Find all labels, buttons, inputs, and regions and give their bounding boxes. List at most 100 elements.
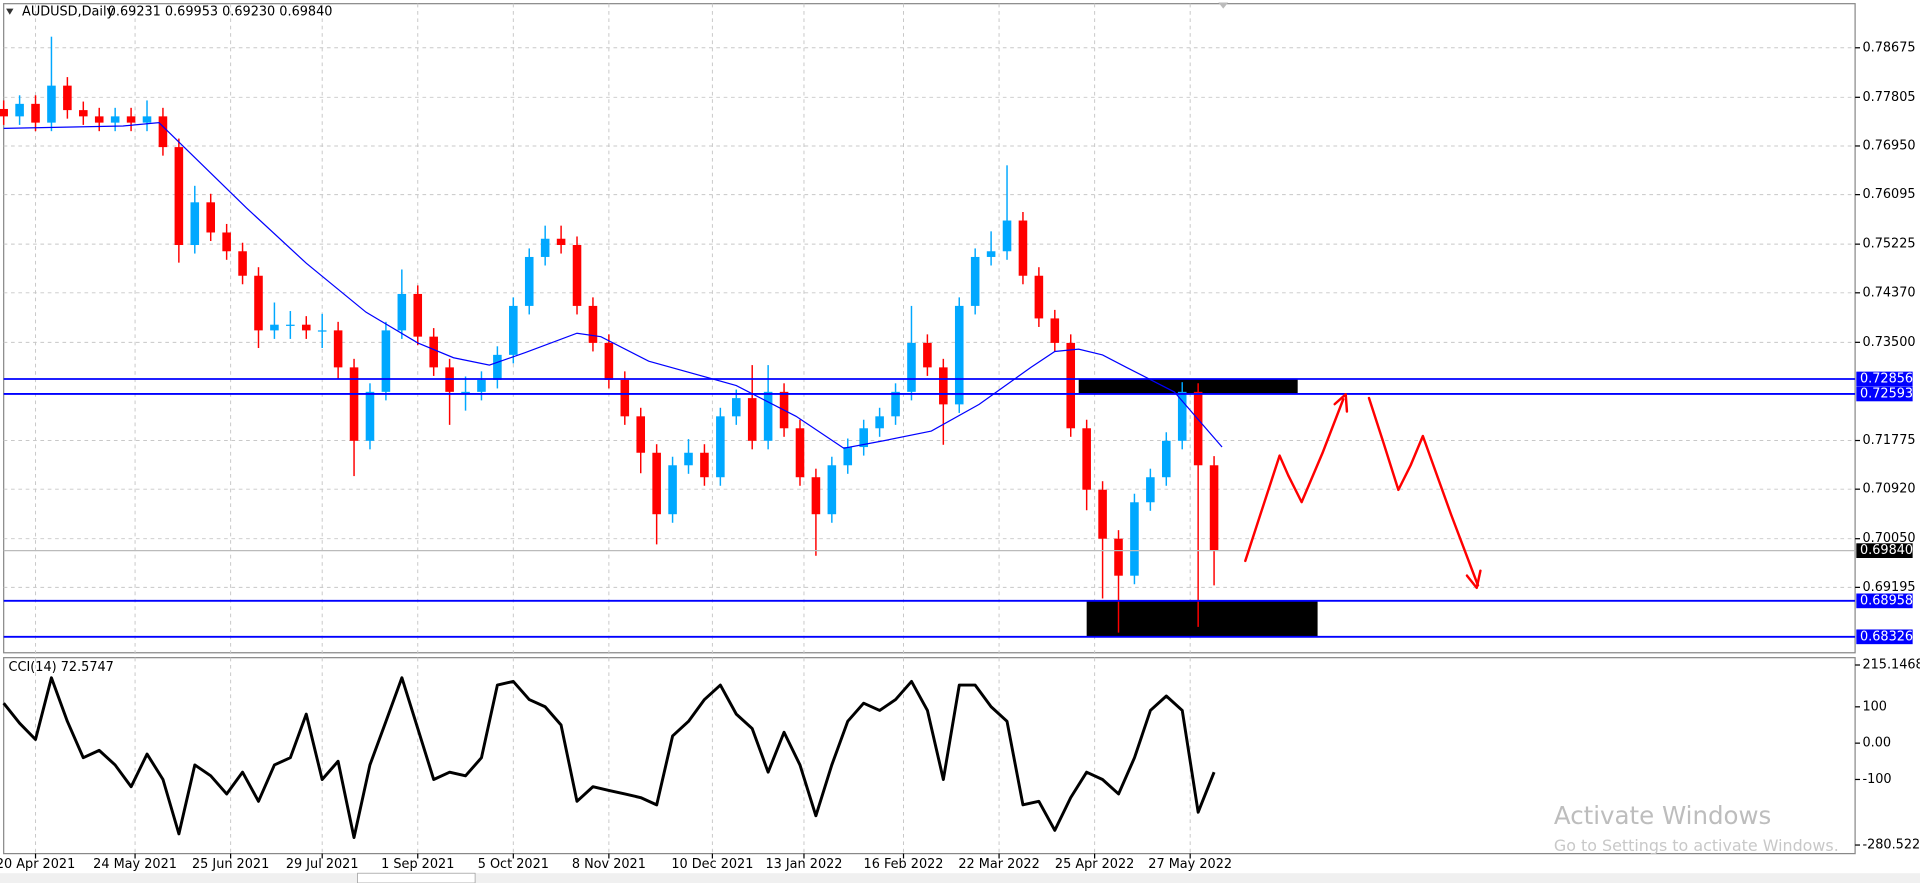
candle-body bbox=[206, 202, 216, 233]
candle-body bbox=[254, 275, 263, 331]
arrow-head bbox=[1333, 393, 1349, 413]
candle-body bbox=[891, 391, 900, 417]
candle-body bbox=[1177, 391, 1187, 441]
candle-body bbox=[1130, 502, 1139, 576]
candle-body bbox=[970, 256, 980, 306]
candle-body bbox=[524, 256, 534, 306]
level-tag bbox=[1856, 593, 1913, 609]
candle-body bbox=[652, 452, 661, 515]
x-tick-label: 1 Sep 2021 bbox=[381, 857, 454, 872]
x-tick-label: 22 Mar 2022 bbox=[958, 857, 1039, 872]
collapse-icon[interactable] bbox=[6, 8, 14, 15]
y-tick-label: 0.00 bbox=[1862, 736, 1891, 751]
candle-body bbox=[907, 342, 916, 392]
ohlc-label: 0.69231 0.69953 0.69230 0.69840 bbox=[108, 5, 333, 20]
candle-body bbox=[1018, 220, 1028, 276]
candle-body bbox=[540, 238, 550, 257]
y-tick-label: 0.73500 bbox=[1862, 335, 1915, 350]
up-arrow bbox=[1244, 398, 1345, 563]
candle-body bbox=[15, 103, 24, 117]
candle-body bbox=[63, 85, 72, 111]
candle-body bbox=[923, 342, 932, 368]
candle-body bbox=[1162, 440, 1171, 478]
drawn-arrows bbox=[1244, 393, 1482, 590]
candle-body bbox=[381, 330, 391, 392]
x-tick-label: 20 Apr 2021 bbox=[0, 857, 75, 872]
candle-body bbox=[1209, 465, 1219, 551]
level-tag bbox=[1856, 629, 1913, 645]
candle-body bbox=[636, 416, 646, 453]
cci-label: CCI(14) 72.5747 bbox=[9, 660, 114, 675]
y-tick-label: 100 bbox=[1862, 699, 1887, 714]
candle-body bbox=[270, 324, 279, 331]
level-tag bbox=[1856, 386, 1913, 402]
cci-line bbox=[2, 676, 1216, 840]
candle-body bbox=[1098, 489, 1107, 539]
candle-body bbox=[158, 116, 168, 148]
tab[interactable] bbox=[357, 872, 476, 883]
price-panel-frame bbox=[3, 3, 1856, 654]
candle-body bbox=[763, 391, 773, 441]
level-tag bbox=[1856, 371, 1913, 387]
candle-body bbox=[1114, 538, 1123, 576]
candle-body bbox=[126, 116, 136, 123]
candle-body bbox=[477, 379, 486, 392]
zone bbox=[1078, 378, 1298, 394]
y-tick-label: 0.78675 bbox=[1862, 40, 1915, 55]
y-tick-label: 0.76095 bbox=[1862, 187, 1915, 202]
watermark-title: Activate Windows bbox=[1554, 801, 1771, 830]
candle-body bbox=[333, 330, 343, 368]
candle-layer bbox=[0, 36, 1219, 633]
candle-body bbox=[222, 232, 231, 252]
candle-body bbox=[588, 305, 598, 343]
y-tick-label: 0.74370 bbox=[1862, 285, 1915, 300]
cci-panel-frame bbox=[3, 657, 1856, 855]
candle-body bbox=[1082, 428, 1091, 490]
candle-body bbox=[875, 416, 884, 429]
y-tick-label: 0.69195 bbox=[1862, 580, 1915, 595]
candle-body bbox=[461, 391, 470, 394]
x-tick-label: 10 Dec 2021 bbox=[671, 857, 753, 872]
down-arrow bbox=[1367, 396, 1480, 587]
candle-body bbox=[1034, 275, 1044, 319]
candle-body bbox=[317, 330, 327, 332]
candle-body bbox=[238, 251, 247, 276]
x-tick-label: 24 May 2021 bbox=[93, 857, 177, 872]
candle-body bbox=[859, 428, 868, 448]
level-label: 0.72856 bbox=[1860, 371, 1913, 386]
candle-body bbox=[572, 245, 582, 306]
x-tick-label: 25 Jun 2021 bbox=[192, 857, 269, 872]
scroll-marker bbox=[1218, 2, 1229, 9]
y-tick-label: 0.71775 bbox=[1862, 433, 1915, 448]
candle-body bbox=[509, 305, 518, 355]
watermark-subtitle: Go to Settings to activate Windows. bbox=[1554, 836, 1839, 855]
candle-body bbox=[986, 251, 996, 257]
last-price-label: 0.69840 bbox=[1860, 543, 1913, 558]
y-tick-label: 0.75225 bbox=[1862, 237, 1915, 252]
symbol-label: AUDUSD,Daily bbox=[22, 5, 114, 20]
arrow-head bbox=[1465, 569, 1482, 590]
candle-body bbox=[190, 202, 200, 246]
zone-layer bbox=[1078, 378, 1318, 637]
x-tick-label: 16 Feb 2022 bbox=[864, 857, 944, 872]
candle-body bbox=[301, 324, 311, 331]
candle-body bbox=[1193, 391, 1203, 466]
candle-body bbox=[286, 324, 295, 326]
candle-body bbox=[94, 116, 104, 123]
y-tick-label: -280.5226 bbox=[1862, 838, 1920, 853]
candle-body bbox=[1146, 477, 1155, 503]
candle-body bbox=[1066, 342, 1076, 429]
y-tick-label: 0.70050 bbox=[1862, 531, 1915, 546]
candle-body bbox=[811, 477, 821, 515]
last-price-tag bbox=[1856, 543, 1913, 558]
candle-body bbox=[827, 465, 837, 515]
candle-body bbox=[1050, 318, 1060, 343]
candle-body bbox=[429, 336, 438, 368]
candle-body bbox=[700, 452, 709, 478]
y-tick-label: 215.1468 bbox=[1862, 658, 1920, 673]
zone bbox=[1086, 600, 1318, 637]
candle-body bbox=[1002, 220, 1012, 252]
y-tick-label: 0.70920 bbox=[1862, 482, 1915, 497]
level-label: 0.72593 bbox=[1860, 386, 1913, 401]
level-label: 0.68958 bbox=[1860, 593, 1913, 608]
